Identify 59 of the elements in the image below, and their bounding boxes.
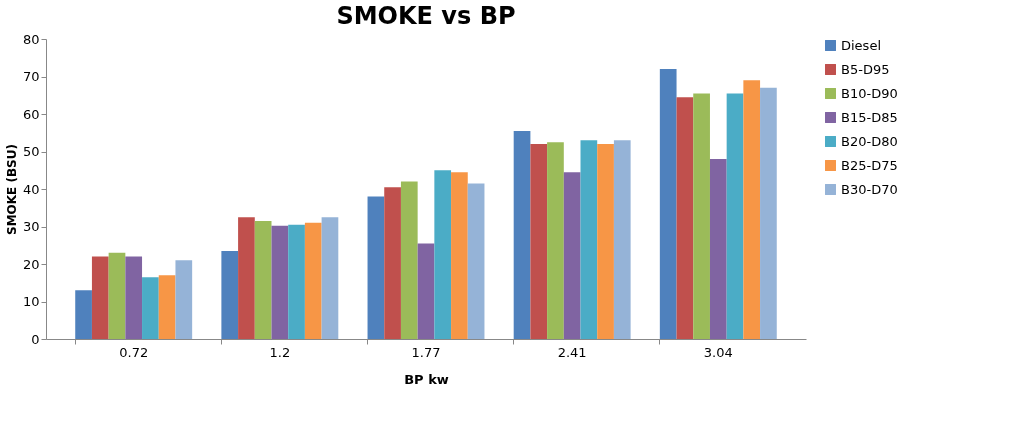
bar [108,252,126,339]
bar [238,217,255,339]
bar [417,243,435,339]
y-tick-label: 10 [22,294,40,309]
y-tick-label: 20 [22,256,40,272]
bar [271,225,289,339]
bar [659,69,677,339]
bar [91,256,109,339]
y-tick-label: 0 [31,331,40,347]
bar [434,170,452,339]
bar [75,290,92,339]
bar [693,93,710,339]
legend-label: B15-D85 [841,109,898,125]
legend-label: B30-D70 [841,181,898,197]
bar [726,93,744,339]
bar [288,224,305,339]
bar [760,87,777,339]
bar [367,196,385,339]
bar [513,130,531,339]
bar [613,140,631,339]
legend-label: B25-D75 [841,157,898,173]
bar [384,187,401,339]
x-tick-label: 1.77 [411,344,441,360]
x-tick-label: 3.04 [703,344,733,360]
y-tick-label: 40 [22,181,40,197]
bar [175,260,193,339]
x-tick-label: 1.2 [269,344,291,360]
bar [158,275,176,339]
bar [254,220,272,339]
bar [221,250,239,339]
legend-label: B20-D80 [841,133,898,149]
legend-label: Diesel [841,37,882,53]
y-tick-label: 60 [22,106,40,122]
x-tick-label: 2.41 [557,344,587,360]
bar [125,256,143,339]
legend-label: B5-D95 [841,61,890,77]
bar [467,183,485,339]
bar [743,80,761,339]
bar [451,172,468,339]
bar [304,222,322,339]
bar [400,181,418,339]
x-tick-label: 0.72 [119,344,149,360]
bar [563,172,581,339]
y-tick-label: 80 [22,31,40,47]
bar [580,140,598,339]
bar [547,142,564,339]
legend-label: B10-D90 [841,85,898,101]
x-axis-title: BP kw [404,371,449,387]
bar [597,144,614,339]
chart-title: SMOKE vs BP [336,2,516,30]
y-axis-title: SMOKE (BSU) [4,144,19,235]
bar [709,159,727,339]
bar [676,97,694,339]
y-tick-label: 50 [22,144,40,159]
bar [530,144,548,339]
bar [321,217,339,339]
y-tick-label: 30 [22,219,40,234]
bar [142,277,159,339]
y-tick-label: 70 [22,69,40,84]
